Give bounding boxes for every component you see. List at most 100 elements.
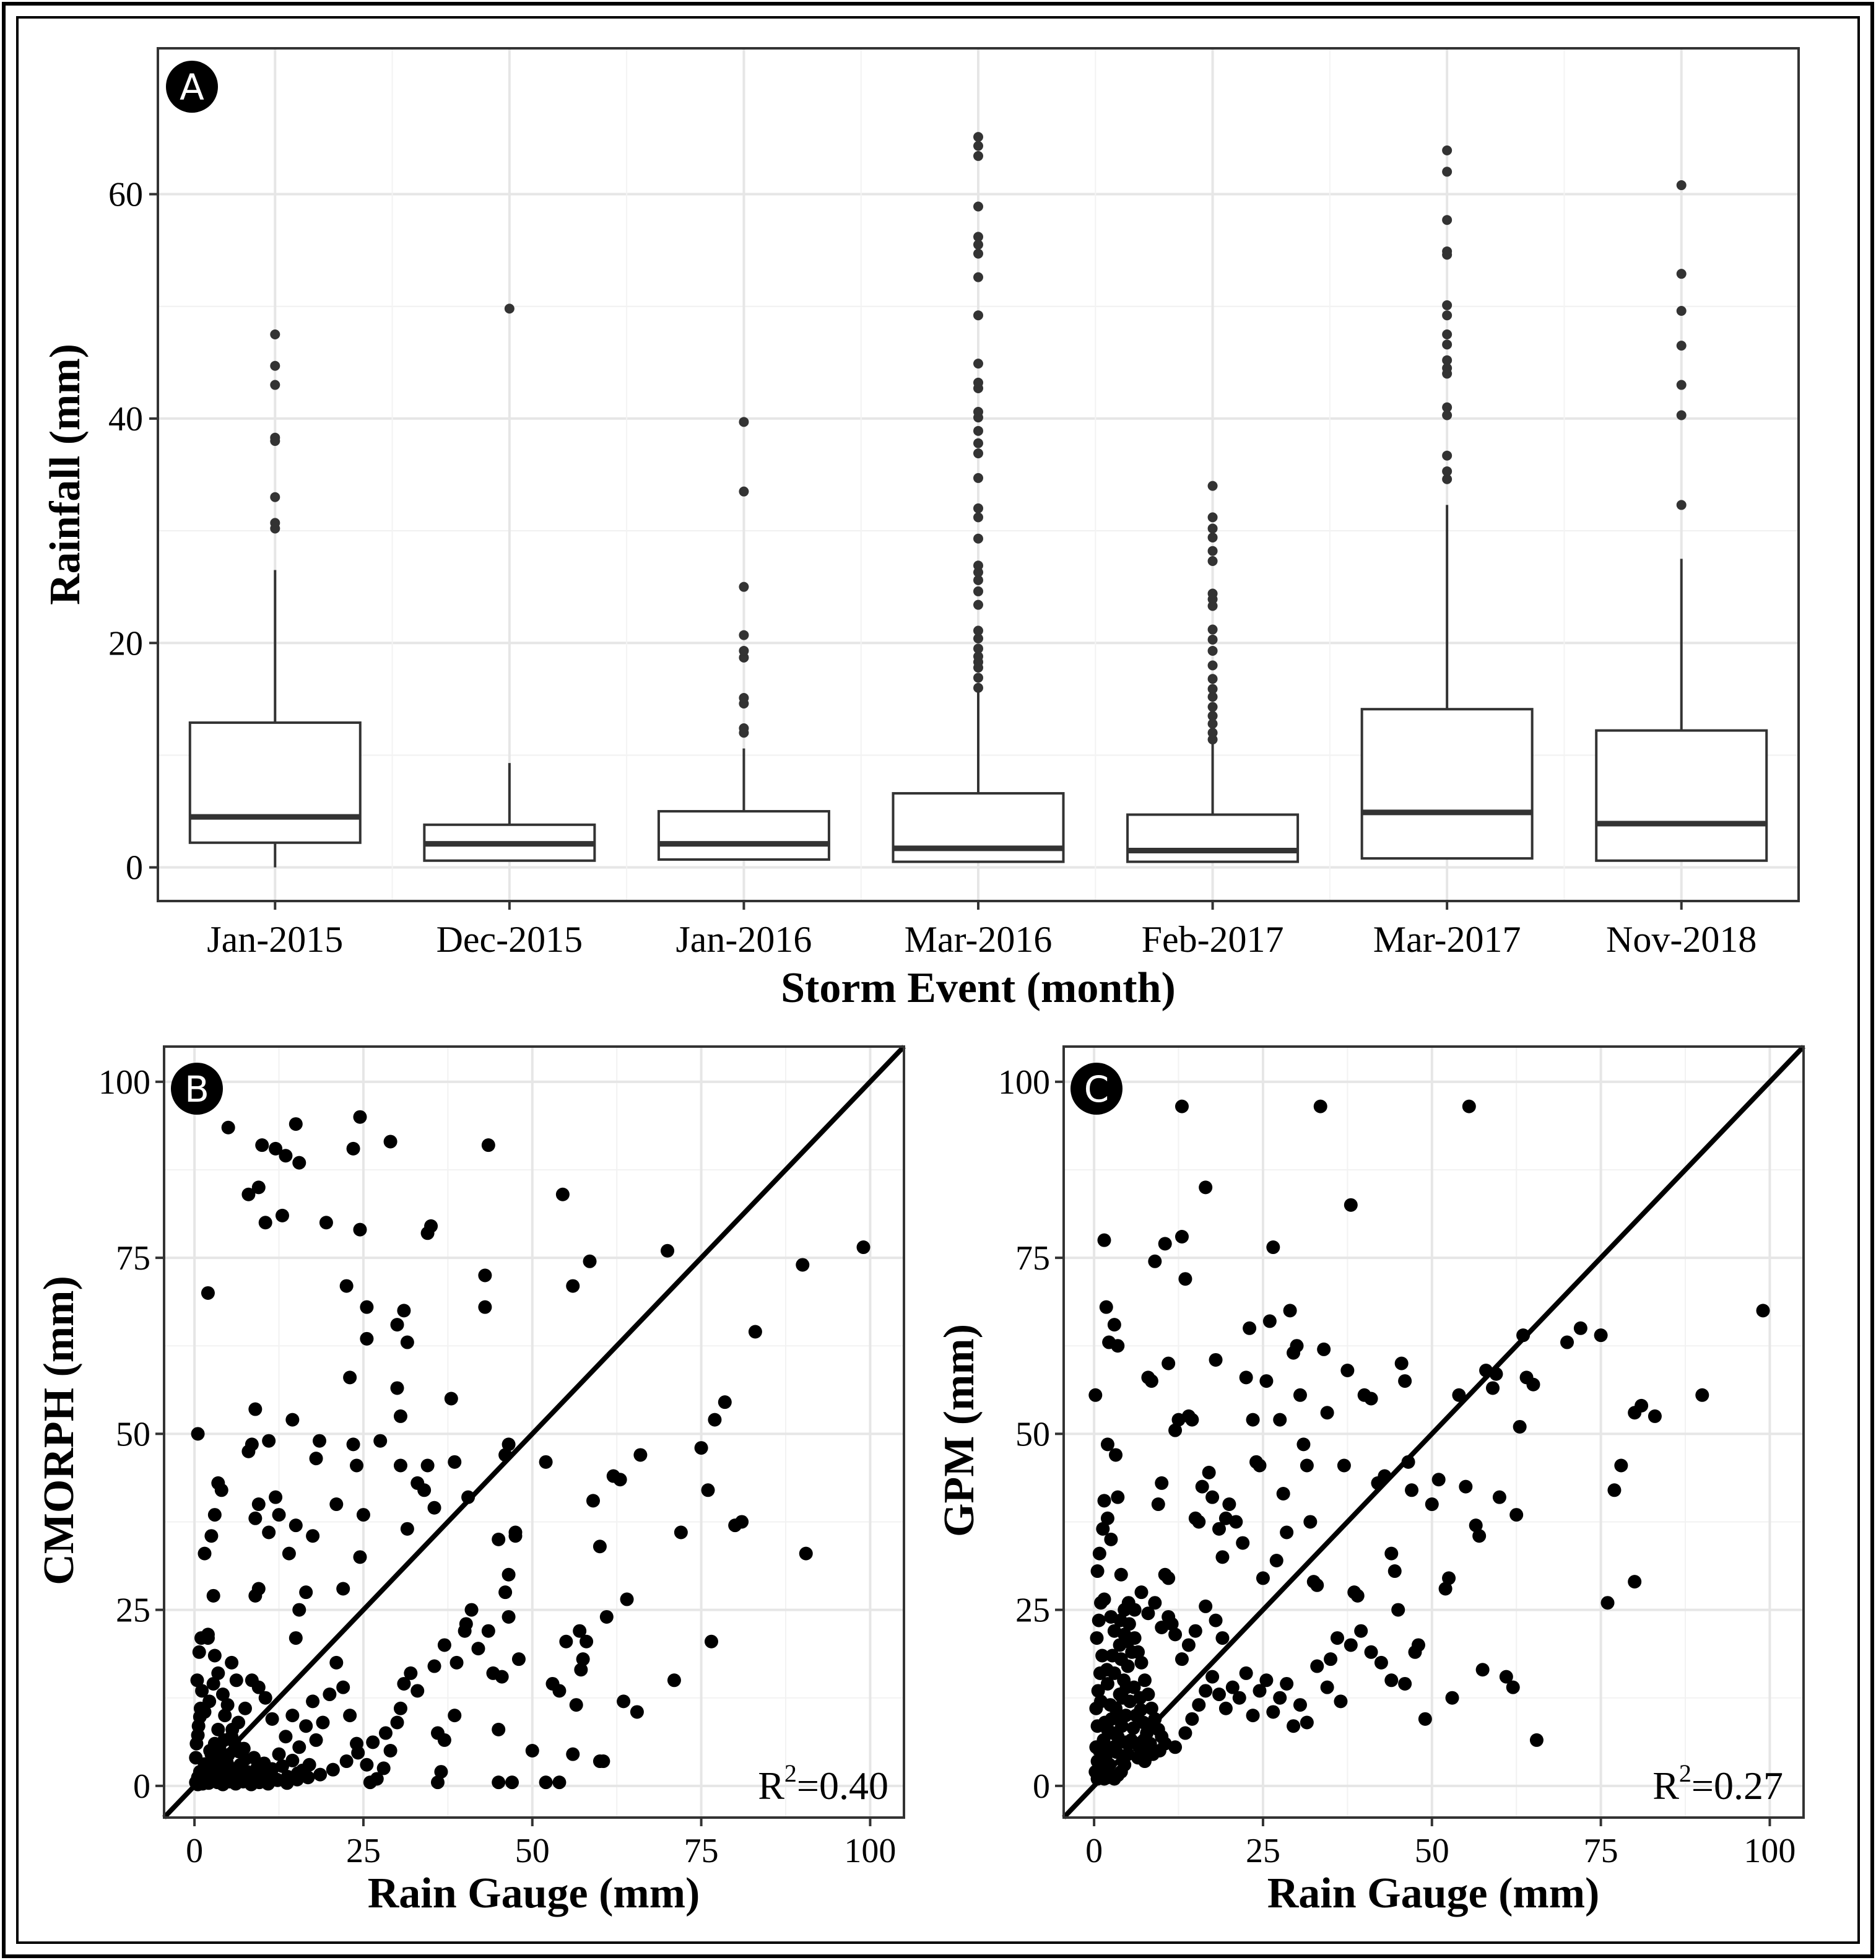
box-iqr [657,810,830,861]
outlier-point [1207,481,1218,491]
scatter-point [1526,1377,1540,1392]
scatter-point [198,1546,212,1561]
outlier-point [973,533,983,544]
scatter-point [1162,1571,1176,1585]
scatter-point [351,1746,365,1760]
outlier-point [1442,329,1453,340]
x-tick-label: Mar-2016 [905,919,1053,960]
box-Nov-2018 [1595,180,1768,862]
outlier-point [1207,711,1218,721]
scatter-point [492,1722,506,1736]
panel-b-label: B [185,1068,209,1110]
scatter-point [279,1730,293,1744]
scatter-point [1090,1564,1105,1579]
scatter-point [1492,1490,1506,1504]
scatter-point [1218,1701,1233,1715]
scatter-point [1152,1743,1166,1757]
outlier-point [270,432,280,443]
scatter-point [353,1550,367,1564]
scatter-point [444,1392,458,1406]
scatter-point [1364,1645,1378,1659]
scatter-point [1222,1497,1236,1512]
scatter-point [192,1645,206,1659]
scatter-point [1089,1740,1103,1754]
scatter-point [390,1715,404,1730]
scatter-point [1324,1652,1338,1666]
scatter-point [306,1694,320,1709]
scatter-point [1648,1409,1662,1423]
outlier-point [973,240,983,250]
scatter-point [1126,1721,1140,1735]
scatter-point [1344,1638,1358,1652]
outlier-point [973,377,983,388]
scatter-point [492,1775,506,1790]
outlier-point [1442,215,1453,225]
scatter-point [704,1634,718,1649]
y-tick-label: 25 [1015,1592,1050,1630]
scatter-point [232,1715,246,1730]
outlier-point [1442,402,1453,412]
scatter-point [1178,1726,1192,1740]
scatter-point [397,1676,411,1691]
scatter-point [376,1761,391,1775]
outlier-point [1207,702,1218,712]
scatter-point [301,1771,315,1785]
scatter-point [599,1609,614,1624]
scatter-point [1114,1567,1128,1582]
scatter-point [1398,1374,1412,1388]
scatter-point [1300,1715,1314,1730]
scatter-point [383,1743,397,1757]
scatter-point [1300,1458,1314,1473]
scatter-point [502,1567,516,1582]
scatter-point [1246,1709,1260,1723]
scatter-point [573,1624,587,1638]
panel-b-x-axis-title: Rain Gauge (mm) [368,1870,700,1917]
scatter-point [1185,1712,1199,1726]
outlier-point [739,645,749,656]
scatter-point [248,1402,263,1416]
outlier-point [973,448,983,459]
scatter-point [448,1455,462,1469]
outlier-point [504,303,515,314]
scatter-point [437,1638,451,1652]
scatter-point [1283,1304,1297,1318]
scatter-point [272,1747,286,1761]
scatter-point [555,1187,570,1201]
scatter-point [1134,1585,1149,1600]
scatter-point [617,1694,631,1709]
scatter-point [748,1325,762,1339]
scatter-point [1635,1398,1649,1413]
scatter-point [225,1655,239,1670]
scatter-point [1320,1406,1334,1420]
scatter-point [356,1508,370,1522]
scatter-point [569,1698,583,1712]
scatter-point [275,1759,289,1773]
scatter-point [1499,1670,1513,1684]
scatter-point [326,1762,340,1777]
scatter-point [299,1719,313,1733]
scatter-point [1137,1673,1152,1688]
scatter-point [1320,1680,1334,1694]
scatter-point [1259,1374,1274,1388]
x-tick-label: Mar-2017 [1373,919,1521,960]
scatter-point [1273,1691,1287,1705]
panel-a-label-badge [166,61,218,113]
scatter-point [1148,1254,1162,1268]
scatter-point [1110,1745,1124,1759]
x-tick-label: Jan-2015 [207,919,343,960]
scatter-point [1107,1318,1121,1332]
scatter-point [1162,1356,1176,1370]
scatter-point [245,1673,259,1688]
scatter-point [373,1434,388,1448]
inner-border [16,16,1860,1944]
scatter-point [1088,1388,1103,1402]
scatter-point [302,1757,316,1772]
scatter-point [498,1585,513,1600]
outlier-point [973,272,983,282]
outlier-point [1442,466,1453,477]
scatter-point [1092,1613,1106,1627]
scatter-point [353,1110,367,1124]
scatter-point [583,1254,597,1268]
scatter-point [390,1318,404,1332]
x-tick-label: Feb-2017 [1142,919,1284,960]
